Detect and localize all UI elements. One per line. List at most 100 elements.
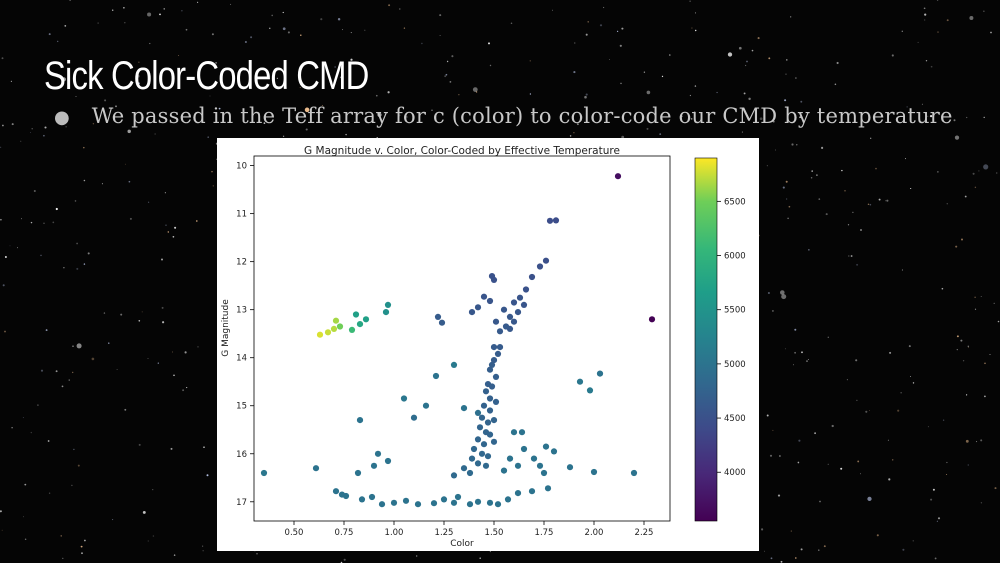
star xyxy=(343,558,346,561)
star xyxy=(97,22,99,24)
star xyxy=(173,374,175,377)
star xyxy=(80,545,83,548)
star xyxy=(966,116,968,119)
data-point xyxy=(316,331,324,338)
star xyxy=(282,27,286,31)
star xyxy=(904,158,907,160)
star xyxy=(387,91,390,94)
data-point xyxy=(414,501,422,508)
star xyxy=(694,12,697,14)
star xyxy=(961,238,963,241)
star xyxy=(936,0,939,1)
star xyxy=(994,487,997,490)
data-point xyxy=(484,453,492,460)
star xyxy=(529,60,531,62)
star xyxy=(350,58,353,61)
star xyxy=(77,464,80,467)
data-point xyxy=(536,263,544,270)
y-tick-label: 16 xyxy=(236,450,247,460)
star xyxy=(159,13,161,16)
star xyxy=(206,474,209,477)
star xyxy=(786,59,788,61)
star xyxy=(741,131,743,133)
x-tick-label: 0.75 xyxy=(335,528,354,538)
star xyxy=(937,517,941,520)
star xyxy=(24,538,27,541)
star xyxy=(784,348,786,350)
star xyxy=(897,409,900,412)
slide-title: Sick Color-Coded CMD xyxy=(44,54,369,98)
star xyxy=(921,103,923,105)
star xyxy=(399,8,401,10)
star xyxy=(0,218,2,221)
star xyxy=(788,205,791,208)
star xyxy=(974,308,977,310)
data-point xyxy=(496,344,504,351)
star xyxy=(746,60,748,63)
star xyxy=(83,146,85,149)
star xyxy=(162,321,165,324)
star xyxy=(551,9,553,11)
star xyxy=(763,550,766,552)
star xyxy=(857,460,860,463)
star xyxy=(458,94,460,96)
star xyxy=(165,224,167,226)
star xyxy=(774,149,777,151)
star xyxy=(865,410,868,413)
star xyxy=(181,10,183,12)
data-point xyxy=(434,313,442,320)
star xyxy=(983,10,985,12)
star xyxy=(68,379,70,381)
x-axis-ticks: 0.50 0.75 1.00 1.25 1.50 1.75 2.00 2.25 xyxy=(285,521,653,538)
star xyxy=(212,185,214,187)
star xyxy=(841,169,843,172)
star xyxy=(983,164,989,170)
star xyxy=(147,201,150,203)
star xyxy=(320,18,323,21)
star xyxy=(799,116,801,119)
star xyxy=(751,49,754,52)
data-point xyxy=(478,450,486,457)
star xyxy=(844,189,846,192)
star xyxy=(64,25,67,27)
star xyxy=(965,439,969,443)
star xyxy=(299,87,301,88)
star xyxy=(0,510,2,513)
star xyxy=(689,94,692,97)
data-point xyxy=(510,318,518,325)
star xyxy=(980,439,983,442)
star xyxy=(233,81,235,83)
star xyxy=(795,77,797,79)
data-point xyxy=(506,455,514,462)
star xyxy=(777,494,781,497)
data-point xyxy=(450,361,458,368)
star xyxy=(620,82,622,85)
star xyxy=(157,362,159,364)
star xyxy=(83,179,86,182)
star xyxy=(65,126,67,128)
data-point xyxy=(378,501,386,508)
star xyxy=(937,171,939,173)
star xyxy=(972,172,975,175)
x-tick-label: 0.50 xyxy=(285,528,304,538)
star xyxy=(87,252,90,255)
star xyxy=(136,74,140,78)
star xyxy=(11,123,14,126)
data-point xyxy=(542,443,550,450)
x-axis-label: Color xyxy=(450,539,474,549)
data-point xyxy=(496,328,504,335)
star xyxy=(576,123,579,126)
star xyxy=(930,65,933,68)
star xyxy=(573,71,576,74)
x-tick-label: 1.25 xyxy=(435,528,454,538)
star xyxy=(173,554,176,556)
star xyxy=(901,269,903,271)
colorbar-tick-label: 6000 xyxy=(724,252,746,262)
star xyxy=(479,557,481,559)
data-point xyxy=(384,457,392,465)
star xyxy=(910,375,911,377)
star xyxy=(449,81,452,83)
data-point xyxy=(648,316,656,323)
data-point xyxy=(514,462,522,469)
star xyxy=(847,224,850,226)
